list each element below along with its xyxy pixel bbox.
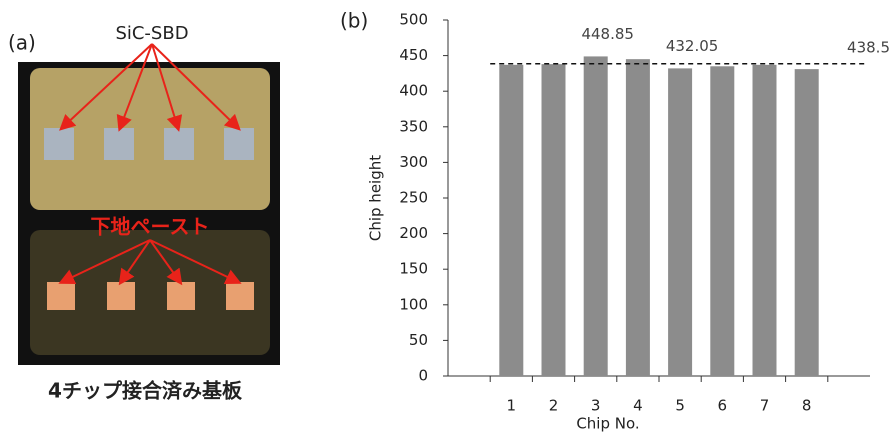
y-tick-label: 300 (399, 153, 428, 171)
x-tick-label: 5 (675, 397, 685, 415)
arrows (58, 43, 242, 286)
bar (668, 68, 693, 376)
y-axis-label: Chip height (367, 155, 385, 241)
y-tick-label: 200 (399, 224, 428, 242)
bar (794, 69, 819, 377)
x-tick-label: 3 (591, 397, 601, 415)
y-tick-label: 450 (399, 46, 428, 64)
sic-label: SiC-SBD (115, 23, 188, 44)
reference-label: 438.5 (847, 38, 890, 56)
y-tick-label: 100 (399, 295, 428, 313)
y-tick-label: 400 (399, 82, 428, 100)
top-plate (30, 68, 270, 210)
photo-panel: (a) SiC-SBD 下地ペースト 4チップ接合済み基板 (8, 23, 280, 403)
x-tick-label: 2 (549, 397, 559, 415)
bar (541, 64, 566, 377)
paste-pads (47, 282, 254, 310)
bar (625, 59, 650, 376)
bar (499, 64, 524, 376)
y-tick-label: 150 (399, 260, 428, 278)
x-tick-label: 6 (718, 397, 728, 415)
paste-label: 下地ペースト (91, 215, 210, 239)
y-tick-label: 0 (418, 367, 428, 385)
caption: 4チップ接合済み基板 (48, 379, 243, 403)
bottom-plate (30, 230, 270, 355)
y-tick-label: 350 (399, 117, 428, 135)
panel-label: (b) (340, 9, 368, 33)
y-tick-label: 500 (399, 11, 428, 29)
y-tick-label: 250 (399, 189, 428, 207)
x-tick-label: 4 (633, 397, 643, 415)
bar (710, 66, 735, 376)
x-tick-label: 1 (507, 397, 517, 415)
y-tick-label: 50 (409, 331, 428, 349)
value-label: 432.05 (666, 37, 719, 55)
bar (583, 56, 608, 377)
bar (752, 64, 777, 376)
x-tick-label: 7 (760, 397, 770, 415)
x-tick-label: 8 (802, 397, 812, 415)
panel-label: (a) (8, 31, 36, 55)
x-axis-label: Chip No. (576, 415, 639, 433)
value-label: 448.85 (581, 25, 634, 43)
sic-chips (44, 128, 254, 160)
